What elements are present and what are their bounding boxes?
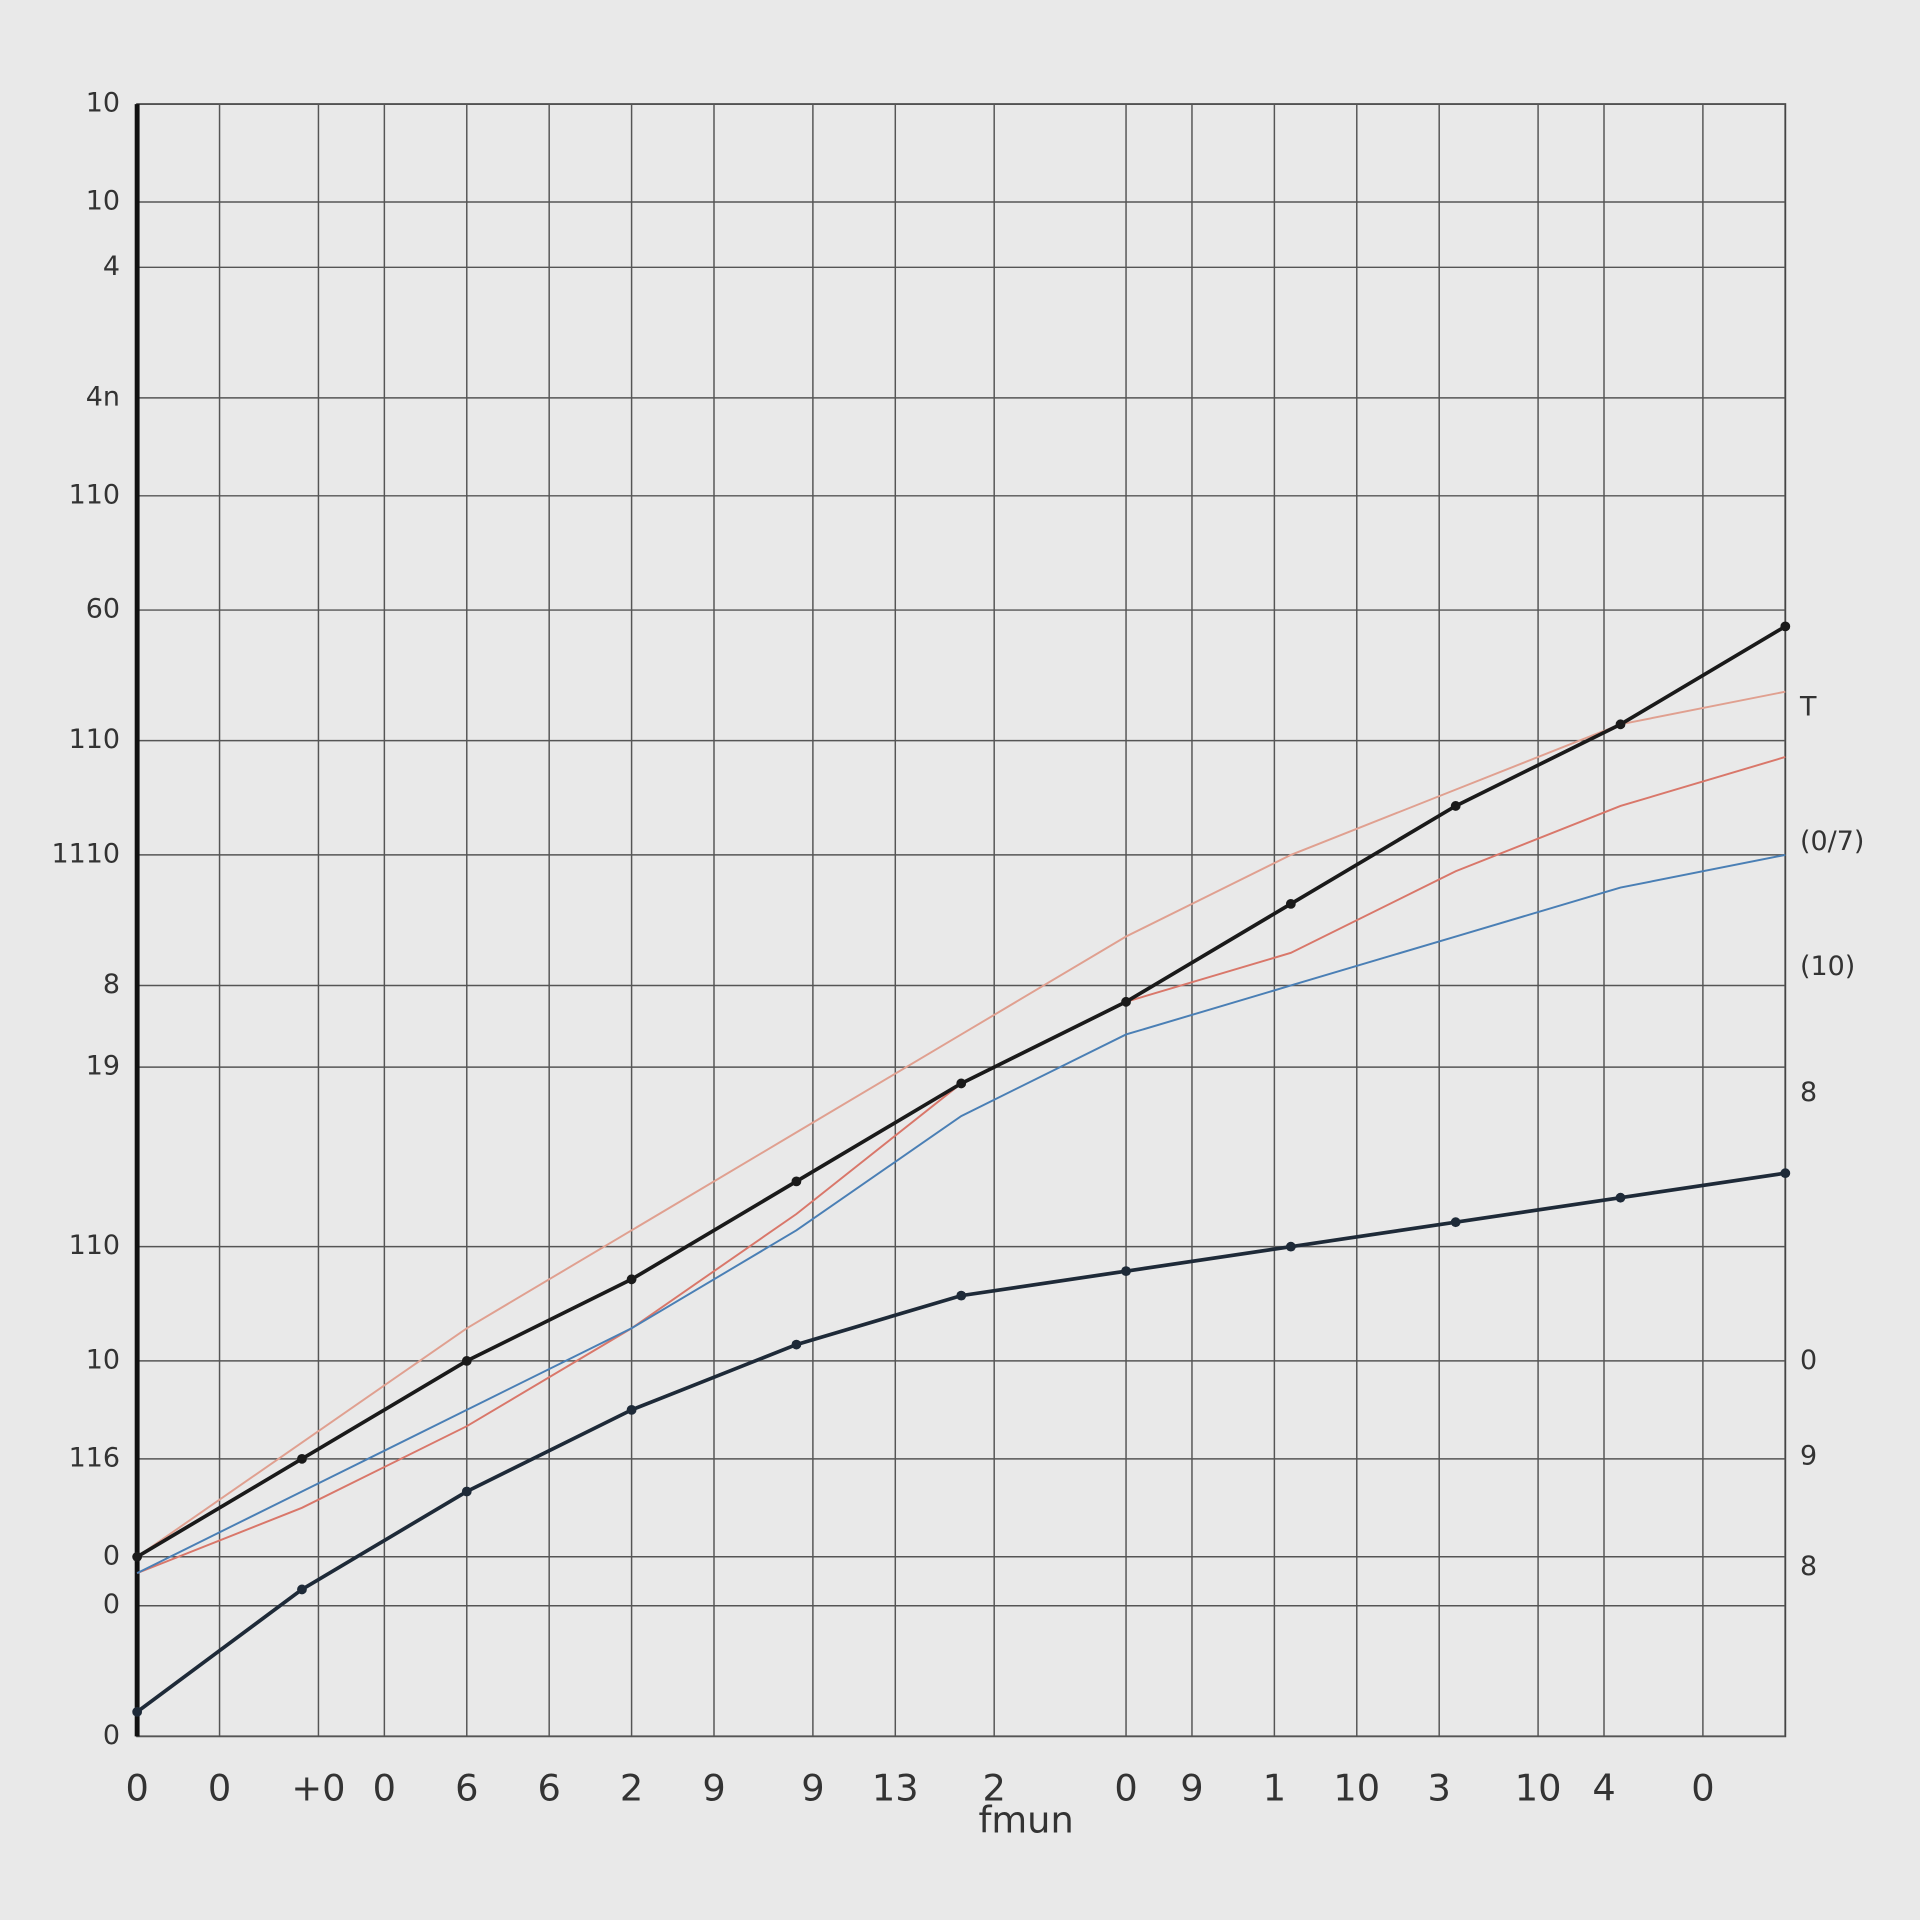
y-tick-label: 110 bbox=[69, 724, 120, 755]
x-tick-label: 2 bbox=[983, 1767, 1006, 1810]
series-point bbox=[626, 1274, 637, 1285]
series-point bbox=[297, 1584, 307, 1595]
right-label: 8 bbox=[1800, 1077, 1817, 1108]
x-tick-label: 0 bbox=[1691, 1767, 1714, 1810]
right-label: 0 bbox=[1800, 1345, 1817, 1376]
series-point bbox=[461, 1356, 472, 1366]
y-tick-label: 8 bbox=[103, 969, 120, 1000]
y-tick-label: 4n bbox=[86, 381, 120, 412]
y-tick-label: 116 bbox=[69, 1442, 120, 1473]
x-tick-label: 9 bbox=[801, 1767, 824, 1810]
y-tick-label: 110 bbox=[69, 1230, 120, 1261]
y-tick-label: 10 bbox=[86, 1344, 120, 1375]
right-label: (10) bbox=[1800, 951, 1855, 982]
series-point bbox=[791, 1339, 802, 1350]
y-tick-label: 1110 bbox=[51, 838, 120, 869]
series-point bbox=[1450, 801, 1461, 811]
series-point bbox=[1285, 898, 1296, 909]
series-point bbox=[956, 1078, 967, 1089]
right-label: T bbox=[1799, 691, 1817, 722]
x-tick-label: 9 bbox=[1180, 1767, 1203, 1810]
x-tick-label: 0 bbox=[208, 1767, 231, 1810]
x-tick-label: 0 bbox=[373, 1767, 396, 1810]
series-point bbox=[1780, 621, 1791, 632]
x-tick-label: 3 bbox=[1428, 1767, 1451, 1810]
x-tick-label: 6 bbox=[455, 1767, 478, 1810]
x-tick-label: 4 bbox=[1592, 1767, 1615, 1810]
y-tick-label: 19 bbox=[86, 1051, 120, 1082]
right-label: 9 bbox=[1800, 1441, 1817, 1472]
series-point bbox=[461, 1486, 472, 1497]
series-point bbox=[1780, 1168, 1791, 1179]
series-point bbox=[1121, 1266, 1131, 1277]
right-label: 8 bbox=[1800, 1551, 1817, 1582]
series-point bbox=[297, 1453, 307, 1464]
y-tick-label: 10 bbox=[86, 186, 120, 217]
x-tick-label: +0 bbox=[291, 1767, 345, 1810]
series-point bbox=[626, 1404, 637, 1415]
right-label: (0/7) bbox=[1800, 826, 1864, 857]
x-tick-label: 13 bbox=[872, 1767, 919, 1810]
x-tick-label: 9 bbox=[702, 1767, 725, 1810]
x-axis-label: fmun bbox=[978, 1799, 1073, 1842]
y-tick-label: 0 bbox=[103, 1720, 120, 1751]
x-tick-label: 2 bbox=[620, 1767, 643, 1810]
x-tick-label: 10 bbox=[1515, 1767, 1562, 1810]
x-tick-label: 0 bbox=[125, 1767, 148, 1810]
series-point bbox=[1615, 1192, 1626, 1203]
x-tick-label: 0 bbox=[1114, 1767, 1137, 1810]
series-point bbox=[1615, 719, 1626, 730]
x-tick-label: 1 bbox=[1263, 1767, 1286, 1810]
series-point bbox=[132, 1551, 143, 1562]
series-line bbox=[136, 853, 1786, 1574]
series-line bbox=[136, 690, 1786, 1558]
y-tick-label: 60 bbox=[86, 594, 120, 625]
series-point bbox=[1121, 996, 1131, 1007]
x-tick-label: 6 bbox=[537, 1767, 560, 1810]
series-point bbox=[791, 1176, 802, 1187]
y-tick-label: 0 bbox=[103, 1540, 120, 1571]
series-point bbox=[132, 1706, 143, 1717]
y-tick-label: 0 bbox=[103, 1589, 120, 1620]
y-tick-label: 110 bbox=[69, 479, 120, 510]
y-tick-label: 4 bbox=[103, 251, 120, 282]
series-point bbox=[956, 1290, 967, 1301]
series-point bbox=[1285, 1241, 1296, 1252]
y-tick-label: 10 bbox=[86, 88, 120, 119]
x-tick-label: 10 bbox=[1333, 1767, 1380, 1810]
series-point bbox=[1450, 1217, 1461, 1228]
